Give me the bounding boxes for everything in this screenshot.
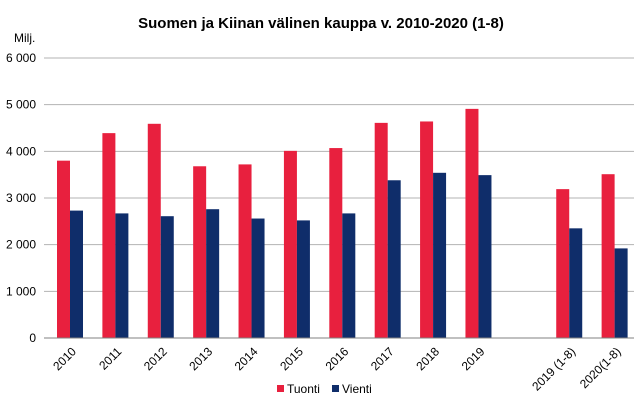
bar-vienti-2019-1-8- [569, 228, 583, 338]
bar-tuonti-2013 [193, 166, 207, 338]
bar-tuonti-2014 [238, 164, 252, 338]
bar-vienti-2014 [251, 218, 265, 338]
bar-vienti-2017 [387, 180, 401, 338]
y-tick-label: 1 000 [6, 284, 36, 298]
bar-vienti-2018 [433, 172, 447, 338]
bar-vienti-2015 [296, 220, 310, 338]
x-tick-label: 2011 [96, 344, 124, 372]
bars [57, 108, 628, 338]
bar-tuonti-2016 [329, 148, 343, 338]
bar-tuonti-2019-1-8- [556, 189, 570, 338]
bar-tuonti-2012 [147, 123, 161, 338]
y-unit-label: Milj. [14, 31, 35, 45]
legend: Tuonti Vienti [277, 382, 372, 396]
x-tick-label: 2016 [323, 344, 352, 373]
legend-swatch-tuonti [277, 385, 284, 392]
bar-vienti-2010 [70, 210, 83, 338]
x-tick-label: 2012 [141, 344, 170, 373]
bar-tuonti-2011 [102, 133, 116, 338]
legend-label-tuonti: Tuonti [287, 382, 320, 396]
x-tick-label: 2019 (1-8) [529, 344, 578, 393]
x-tick-label: 2014 [232, 344, 261, 373]
y-tick-label: 6 000 [6, 51, 36, 65]
x-tick-label: 2013 [186, 344, 215, 373]
x-tick-label: 2018 [413, 344, 442, 373]
y-tick-label: 0 [29, 331, 36, 345]
bar-vienti-2012 [160, 216, 174, 338]
y-tick-label: 3 000 [6, 191, 36, 205]
bar-tuonti-2018 [420, 121, 434, 338]
bar-vienti-2020-1-8- [614, 248, 628, 338]
bar-vienti-2019 [478, 175, 492, 338]
bar-tuonti-2020-1-8- [601, 174, 615, 338]
bar-tuonti-2010 [57, 160, 70, 338]
bar-vienti-2016 [342, 213, 356, 338]
y-axis-ticks: 0 1 000 2 000 3 000 4 000 5 000 6 000 [6, 51, 36, 345]
x-tick-label: 2019 [459, 344, 488, 373]
y-tick-label: 5 000 [6, 98, 36, 112]
bar-vienti-2013 [206, 209, 220, 338]
bar-vienti-2011 [115, 213, 129, 338]
legend-label-vienti: Vienti [342, 382, 372, 396]
bar-tuonti-2019 [465, 108, 479, 338]
chart-title: Suomen ja Kiinan välinen kauppa v. 2010-… [138, 15, 504, 32]
legend-swatch-vienti [332, 385, 339, 392]
y-tick-label: 2 000 [6, 238, 36, 252]
bar-tuonti-2015 [283, 150, 297, 338]
bar-tuonti-2017 [374, 122, 388, 338]
x-tick-label: 2010 [50, 344, 79, 373]
x-tick-label: 2017 [368, 344, 397, 373]
x-tick-label: 2020(1-8) [577, 344, 624, 391]
y-tick-label: 4 000 [6, 144, 36, 158]
x-tick-label: 2015 [277, 344, 306, 373]
